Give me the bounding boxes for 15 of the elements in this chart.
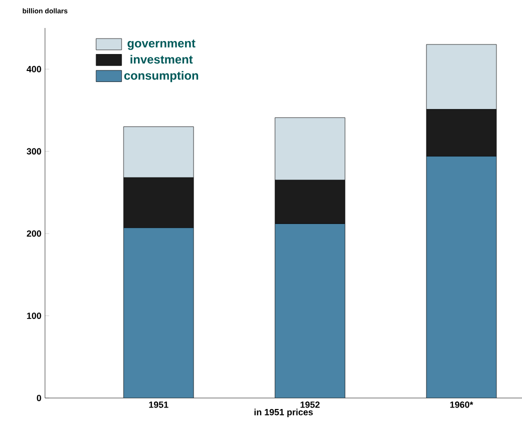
legend-label: consumption (124, 70, 198, 82)
x-tick-label: 1952 (300, 402, 320, 408)
x-tick-label: 1960* (450, 402, 474, 408)
y-tick-label: 300 (26, 148, 42, 155)
bar (275, 224, 346, 398)
x-axis-title: in 1951 prices (254, 408, 313, 418)
y-tick-label: 0 (36, 394, 42, 402)
legend-label: government (128, 40, 196, 50)
y-tick-label: 100 (27, 312, 42, 319)
bar (124, 228, 194, 398)
x-tick-label: 1951 (149, 402, 168, 408)
bar (426, 156, 497, 398)
y-tick-label: 200 (26, 230, 42, 237)
legend-label: investment (130, 54, 193, 64)
y-tick-label: 400 (26, 66, 42, 72)
